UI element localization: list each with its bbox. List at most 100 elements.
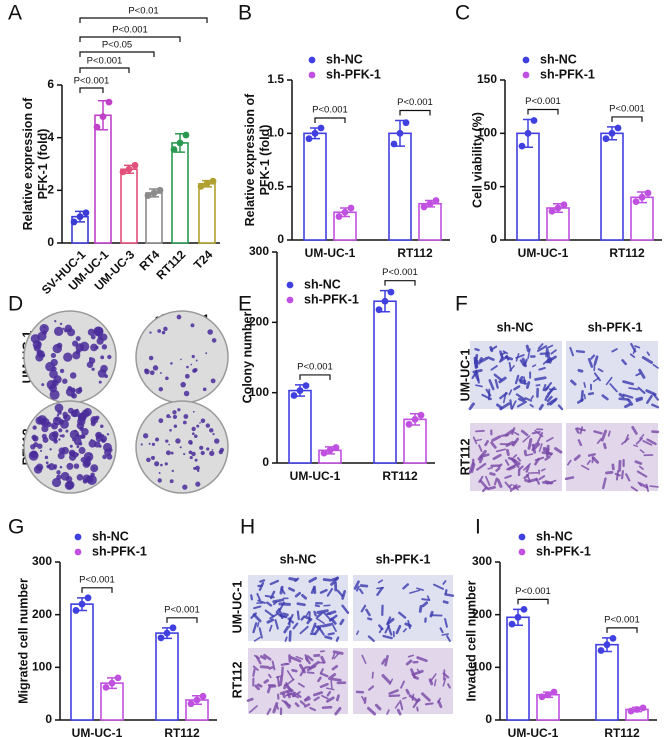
micrograph [353, 648, 453, 716]
cell [646, 438, 657, 446]
cell [537, 432, 544, 443]
annotation: P<0.001 [312, 105, 348, 116]
colony [168, 443, 171, 446]
cell [583, 382, 586, 388]
colony [164, 462, 168, 466]
cell [468, 402, 475, 411]
colony [183, 414, 189, 419]
colony [211, 448, 214, 451]
data-point [311, 129, 319, 137]
colony [173, 424, 178, 428]
cell [366, 617, 373, 621]
colony [86, 455, 92, 462]
cell [426, 595, 430, 601]
legend-marker [286, 296, 294, 304]
significance-bracket [314, 117, 346, 123]
cell [402, 583, 410, 590]
y-axis-label: Colony number [240, 312, 254, 404]
cell [395, 624, 402, 635]
bar [373, 300, 397, 464]
cell [280, 662, 289, 666]
colony [58, 438, 61, 441]
colony [157, 329, 162, 333]
cell [326, 690, 332, 697]
y-tick-label: 1.0 [267, 126, 284, 140]
colony [184, 373, 190, 379]
cell [284, 636, 288, 642]
colony [186, 365, 189, 369]
y-tick-label: 300 [249, 244, 269, 258]
data-point [387, 288, 395, 296]
cell [513, 431, 520, 436]
data-point [639, 704, 647, 712]
y-axis-label: Invaded cell number [464, 580, 478, 701]
colony [51, 430, 59, 438]
cell [332, 650, 344, 655]
data-point [156, 186, 164, 194]
cell [330, 576, 340, 586]
cell [494, 378, 499, 389]
colony [80, 457, 87, 463]
cell [538, 443, 543, 453]
cell [335, 636, 340, 642]
cell [636, 470, 648, 478]
colony [212, 433, 215, 436]
colony [89, 453, 92, 456]
colony [46, 421, 52, 428]
annotation: P<0.001 [79, 574, 115, 585]
cell [545, 382, 553, 391]
panel-letter: B [238, 2, 252, 25]
colony [170, 451, 174, 455]
colony [88, 357, 96, 364]
cell [292, 622, 299, 630]
cell [299, 625, 309, 635]
cell [577, 368, 584, 373]
data-point [305, 135, 313, 143]
data-point [544, 691, 552, 699]
cell [416, 706, 419, 712]
data-point [78, 600, 86, 608]
cell [479, 453, 490, 459]
cell [538, 475, 546, 481]
colony [195, 481, 201, 487]
x-tick-label: RT112 [604, 726, 640, 737]
data-point [93, 123, 101, 131]
cell [264, 609, 275, 618]
data-point [296, 387, 304, 394]
cell [300, 615, 306, 621]
colony [90, 464, 99, 473]
significance-bracket [606, 627, 638, 633]
cell [405, 659, 413, 666]
colony [75, 433, 80, 438]
data-point [163, 629, 171, 637]
cell [544, 395, 549, 401]
cell [319, 682, 329, 689]
cell [421, 598, 431, 602]
colony [158, 471, 161, 474]
cell [402, 696, 407, 700]
cell [299, 700, 306, 706]
cell [534, 376, 547, 381]
significance-bracket [384, 280, 416, 286]
colony [83, 408, 92, 417]
colony [67, 328, 76, 337]
cell [282, 692, 286, 699]
cell [295, 655, 304, 660]
legend-marker [522, 56, 530, 64]
data-point [390, 140, 398, 148]
data-point [125, 165, 133, 173]
colony [148, 355, 154, 361]
annotation: P<0.001 [397, 97, 433, 108]
colony [59, 322, 63, 326]
cell [476, 371, 480, 384]
cell [294, 591, 301, 598]
cell [341, 604, 350, 614]
cell [487, 485, 496, 491]
cell [495, 448, 506, 453]
cell [306, 671, 315, 674]
cell [374, 703, 382, 711]
cell [368, 685, 375, 691]
colony [176, 314, 182, 320]
cell [493, 373, 503, 382]
colony [36, 341, 42, 346]
